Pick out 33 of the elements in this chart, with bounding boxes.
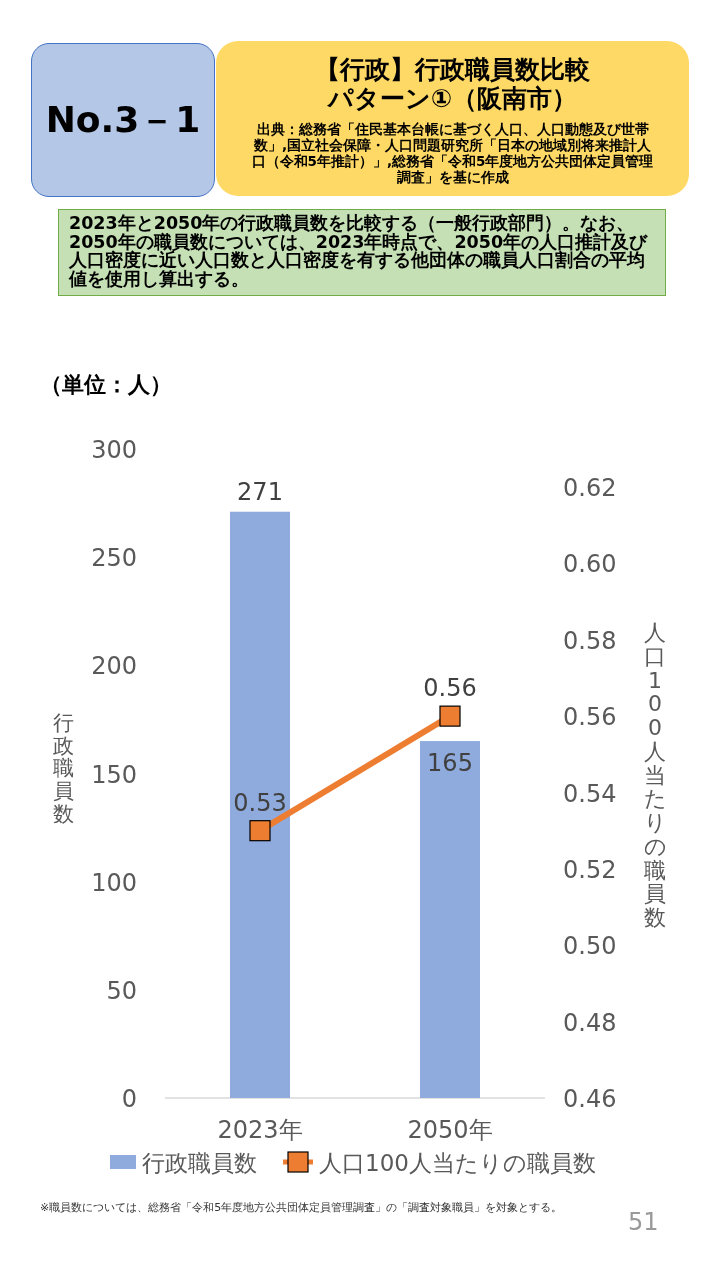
y2-tick-label: 0.46 (563, 1085, 617, 1113)
y2-tick-label: 0.58 (563, 626, 617, 655)
y2-tick-label: 0.56 (563, 703, 617, 732)
annotation: 51 (628, 1208, 659, 1236)
data-label: 165 (427, 749, 473, 778)
y2-tick-label: 0.60 (563, 550, 617, 579)
data-label: 0.56 (423, 674, 477, 703)
y-tick-label: 100 (91, 868, 137, 897)
y-tick-label: 250 (91, 544, 137, 573)
ylabel: 行政職員数 (52, 711, 74, 826)
y2-tick-label: 0.52 (563, 855, 617, 884)
y2label: 人口100人当たりの職員数 (643, 620, 667, 931)
legend-label: 行政職員数 (142, 1150, 257, 1176)
y-tick-label: 300 (91, 436, 137, 464)
data-label: 0.53 (233, 788, 287, 817)
annotation: ※職員数については、総務省「令和5年度地方公共団体定員管理調査」の「調査対象職員」を対象とする。 (40, 1200, 563, 1215)
y-tick-label: 50 (106, 976, 137, 1005)
y2-tick-label: 0.48 (563, 1008, 617, 1037)
y2-tick-label: 0.54 (563, 779, 617, 808)
y-tick-label: 200 (91, 652, 137, 681)
y2-tick-label: 0.62 (563, 474, 617, 502)
legend-label: 人口100人当たりの職員数 (319, 1150, 596, 1176)
y-tick-label: 0 (121, 1085, 137, 1113)
annotation: No.3－1 (31, 43, 215, 197)
x-tick-label: 2023年 (217, 1116, 303, 1144)
annotation: 2023年と2050年の行政職員数を比較する（一般行政部門）。なお、2050年の職員数については、2023年時点で、2050年の人口推計及び人口密度に近い人口数と人口密度を有する他団体の職員人口割合の平均値を使用し算出する。 (58, 209, 666, 296)
title: 【行政】行政職員数比較パターン①（阪南市） (314, 55, 591, 113)
x-tick-label: 2050年 (407, 1116, 493, 1144)
annotation: （単位：人） (40, 371, 172, 399)
y-tick-label: 150 (91, 760, 137, 789)
subtitle: 出典：総務省「住民基本台帳に基づく人口、人口動態及び世帯数」,国立社会保障・人口問題研究所「日本の地域別将来推計人口（令和5年推計）」,総務省「令和5年度地方公共団体定員管理調査」を基に作成 (250, 121, 655, 185)
data-label: 271 (237, 477, 283, 506)
y2-tick-label: 0.50 (563, 932, 617, 961)
